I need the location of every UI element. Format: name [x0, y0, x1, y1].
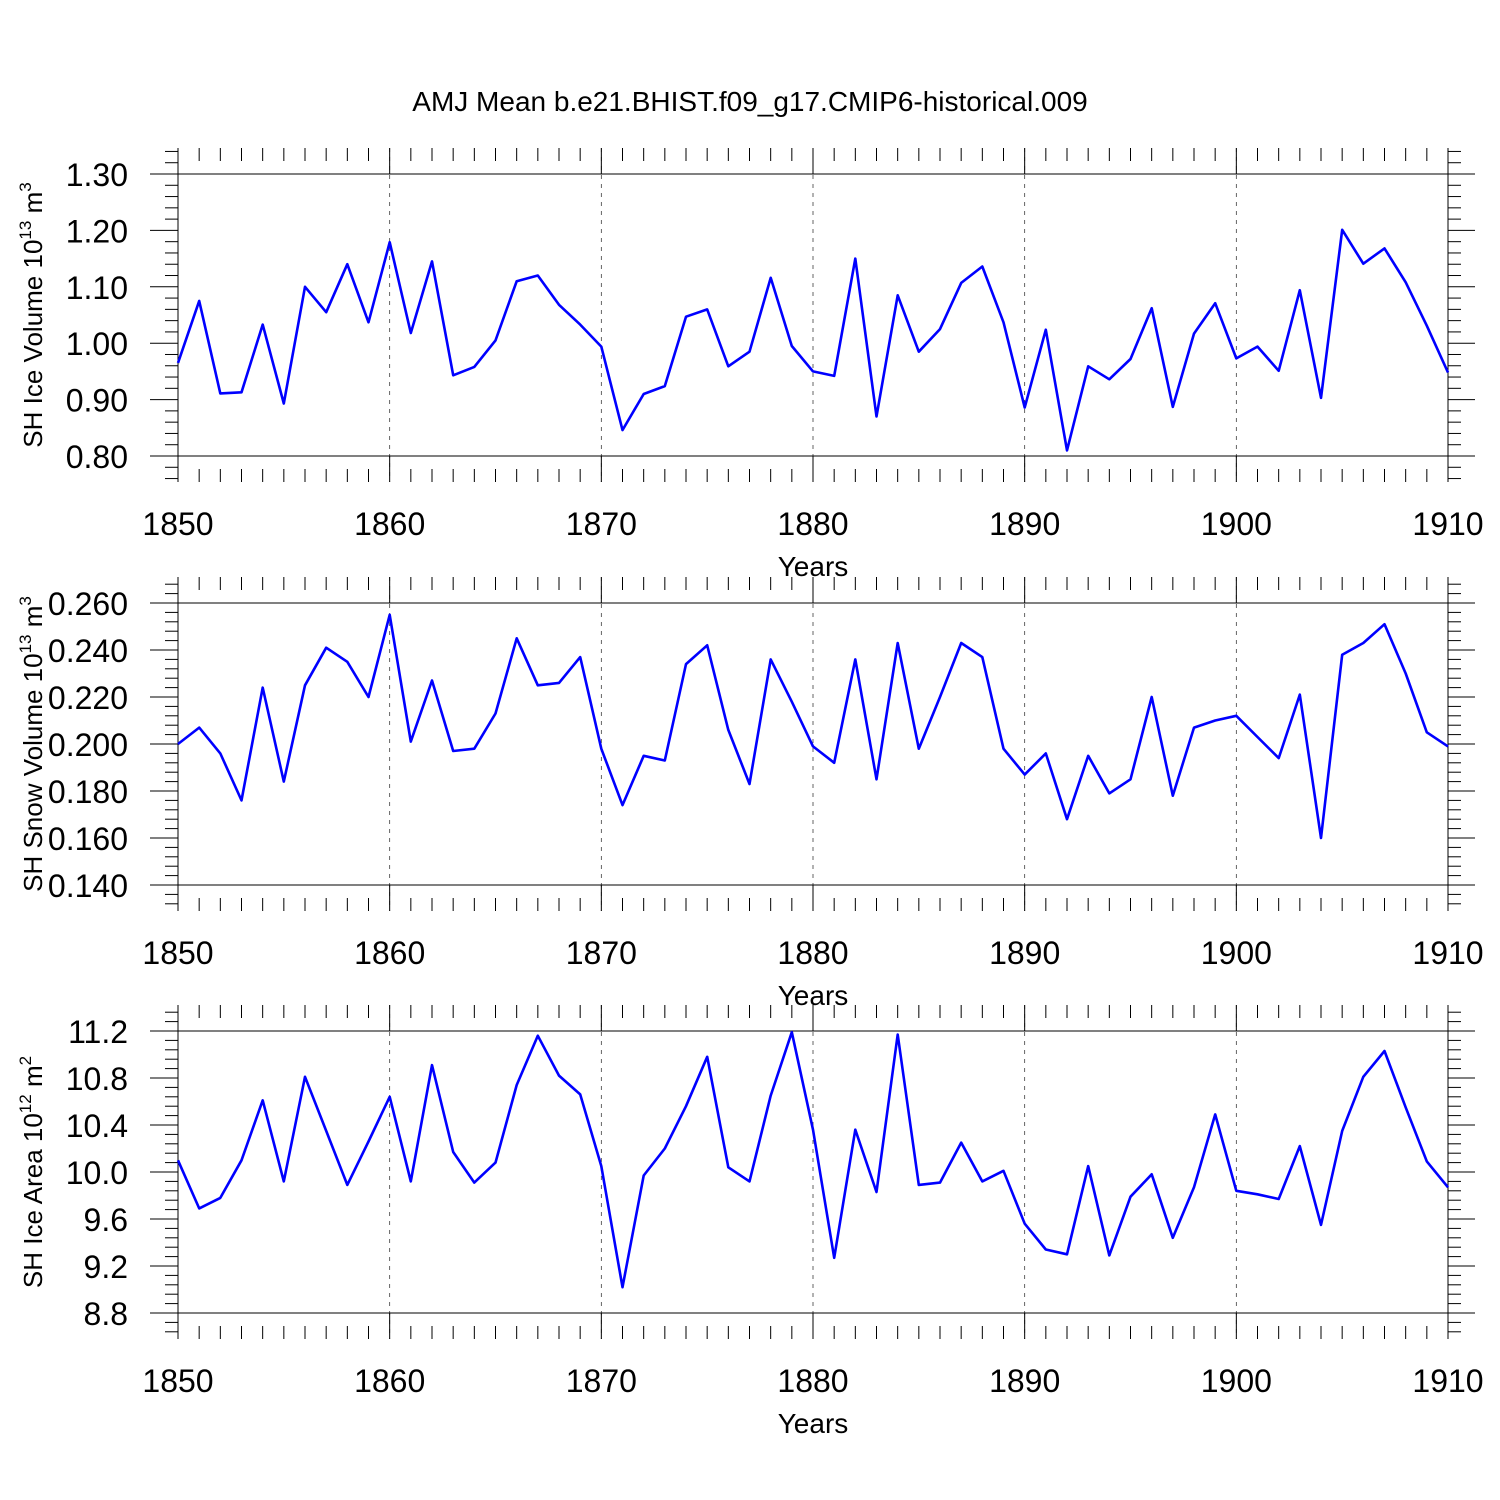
y-tick-label: 10.8: [66, 1061, 128, 1097]
panel-3: 1850 1860 1870 1880 1890 1900 1910 8.8 9.2 9.6 10.…: [16, 1005, 1484, 1439]
x-tick-label: 1860: [354, 935, 425, 971]
y-tick-label: 1.30: [66, 157, 128, 193]
x-tick-label: 1870: [566, 1363, 637, 1399]
y-tick-label: 0.140: [48, 868, 128, 904]
panel-1: 1850 1860 1870 1880 1890 1900 1910 0.80 0.90 1.00…: [16, 148, 1484, 582]
y-axis-label: SH Ice Area 1012 m2: [16, 1056, 48, 1288]
y-axis-label: SH Snow Volume 1013 m3: [16, 596, 48, 892]
y-tick-label: 0.240: [48, 633, 128, 669]
x-tick-label: 1890: [989, 506, 1060, 542]
x-axis-label: Years: [778, 1408, 849, 1439]
y-tick-label: 1.00: [66, 326, 128, 362]
x-tick-label: 1900: [1201, 506, 1272, 542]
x-tick-label: 1910: [1412, 1363, 1483, 1399]
y-tick-label: 10.0: [66, 1155, 128, 1191]
y-tick-label: 1.20: [66, 213, 128, 249]
x-tick-label: 1870: [566, 935, 637, 971]
x-tick-label: 1880: [777, 506, 848, 542]
series-line: [177, 613, 1449, 840]
x-tick-label: 1880: [777, 935, 848, 971]
y-axis-label: SH Ice Volume 1013 m3: [16, 182, 48, 447]
panel-2: 1850 1860 1870 1880 1890 1900 1910 0.140 0.160 0.…: [16, 577, 1484, 1011]
x-tick-label: 1890: [989, 1363, 1060, 1399]
y-tick-label: 0.200: [48, 727, 128, 763]
series-line: [176, 228, 1450, 452]
y-tick-label: 0.90: [66, 383, 128, 419]
y-tick-label: 10.4: [66, 1108, 128, 1144]
x-tick-label: 1850: [142, 935, 213, 971]
series-line: [176, 1030, 1450, 1289]
x-tick-label: 1900: [1201, 1363, 1272, 1399]
x-tick-label: 1890: [989, 935, 1060, 971]
x-tick-label: 1860: [354, 1363, 425, 1399]
x-tick-label: 1910: [1412, 935, 1483, 971]
y-tick-label: 0.260: [48, 586, 128, 622]
y-tick-label: 0.80: [66, 439, 128, 475]
x-tick-label: 1880: [777, 1363, 848, 1399]
y-tick-label: 8.8: [84, 1296, 128, 1332]
y-tick-label: 1.10: [66, 270, 128, 306]
chart-title: AMJ Mean b.e21.BHIST.f09_g17.CMIP6-histo…: [412, 86, 1087, 117]
x-tick-label: 1850: [142, 506, 213, 542]
panels-container: 1850 1860 1870 1880 1890 1900 1910 0.80 0.90 1.00…: [16, 148, 1484, 1439]
x-tick-label: 1850: [142, 1363, 213, 1399]
y-tick-label: 0.160: [48, 821, 128, 857]
y-tick-label: 0.180: [48, 774, 128, 810]
y-tick-label: 9.2: [84, 1249, 128, 1285]
x-tick-label: 1910: [1412, 506, 1483, 542]
x-tick-label: 1900: [1201, 935, 1272, 971]
x-tick-label: 1860: [354, 506, 425, 542]
y-tick-label: 9.6: [84, 1202, 128, 1238]
x-tick-label: 1870: [566, 506, 637, 542]
y-tick-label: 11.2: [68, 1014, 128, 1050]
y-tick-label: 0.220: [48, 680, 128, 716]
x-axis-label: Years: [778, 551, 849, 582]
